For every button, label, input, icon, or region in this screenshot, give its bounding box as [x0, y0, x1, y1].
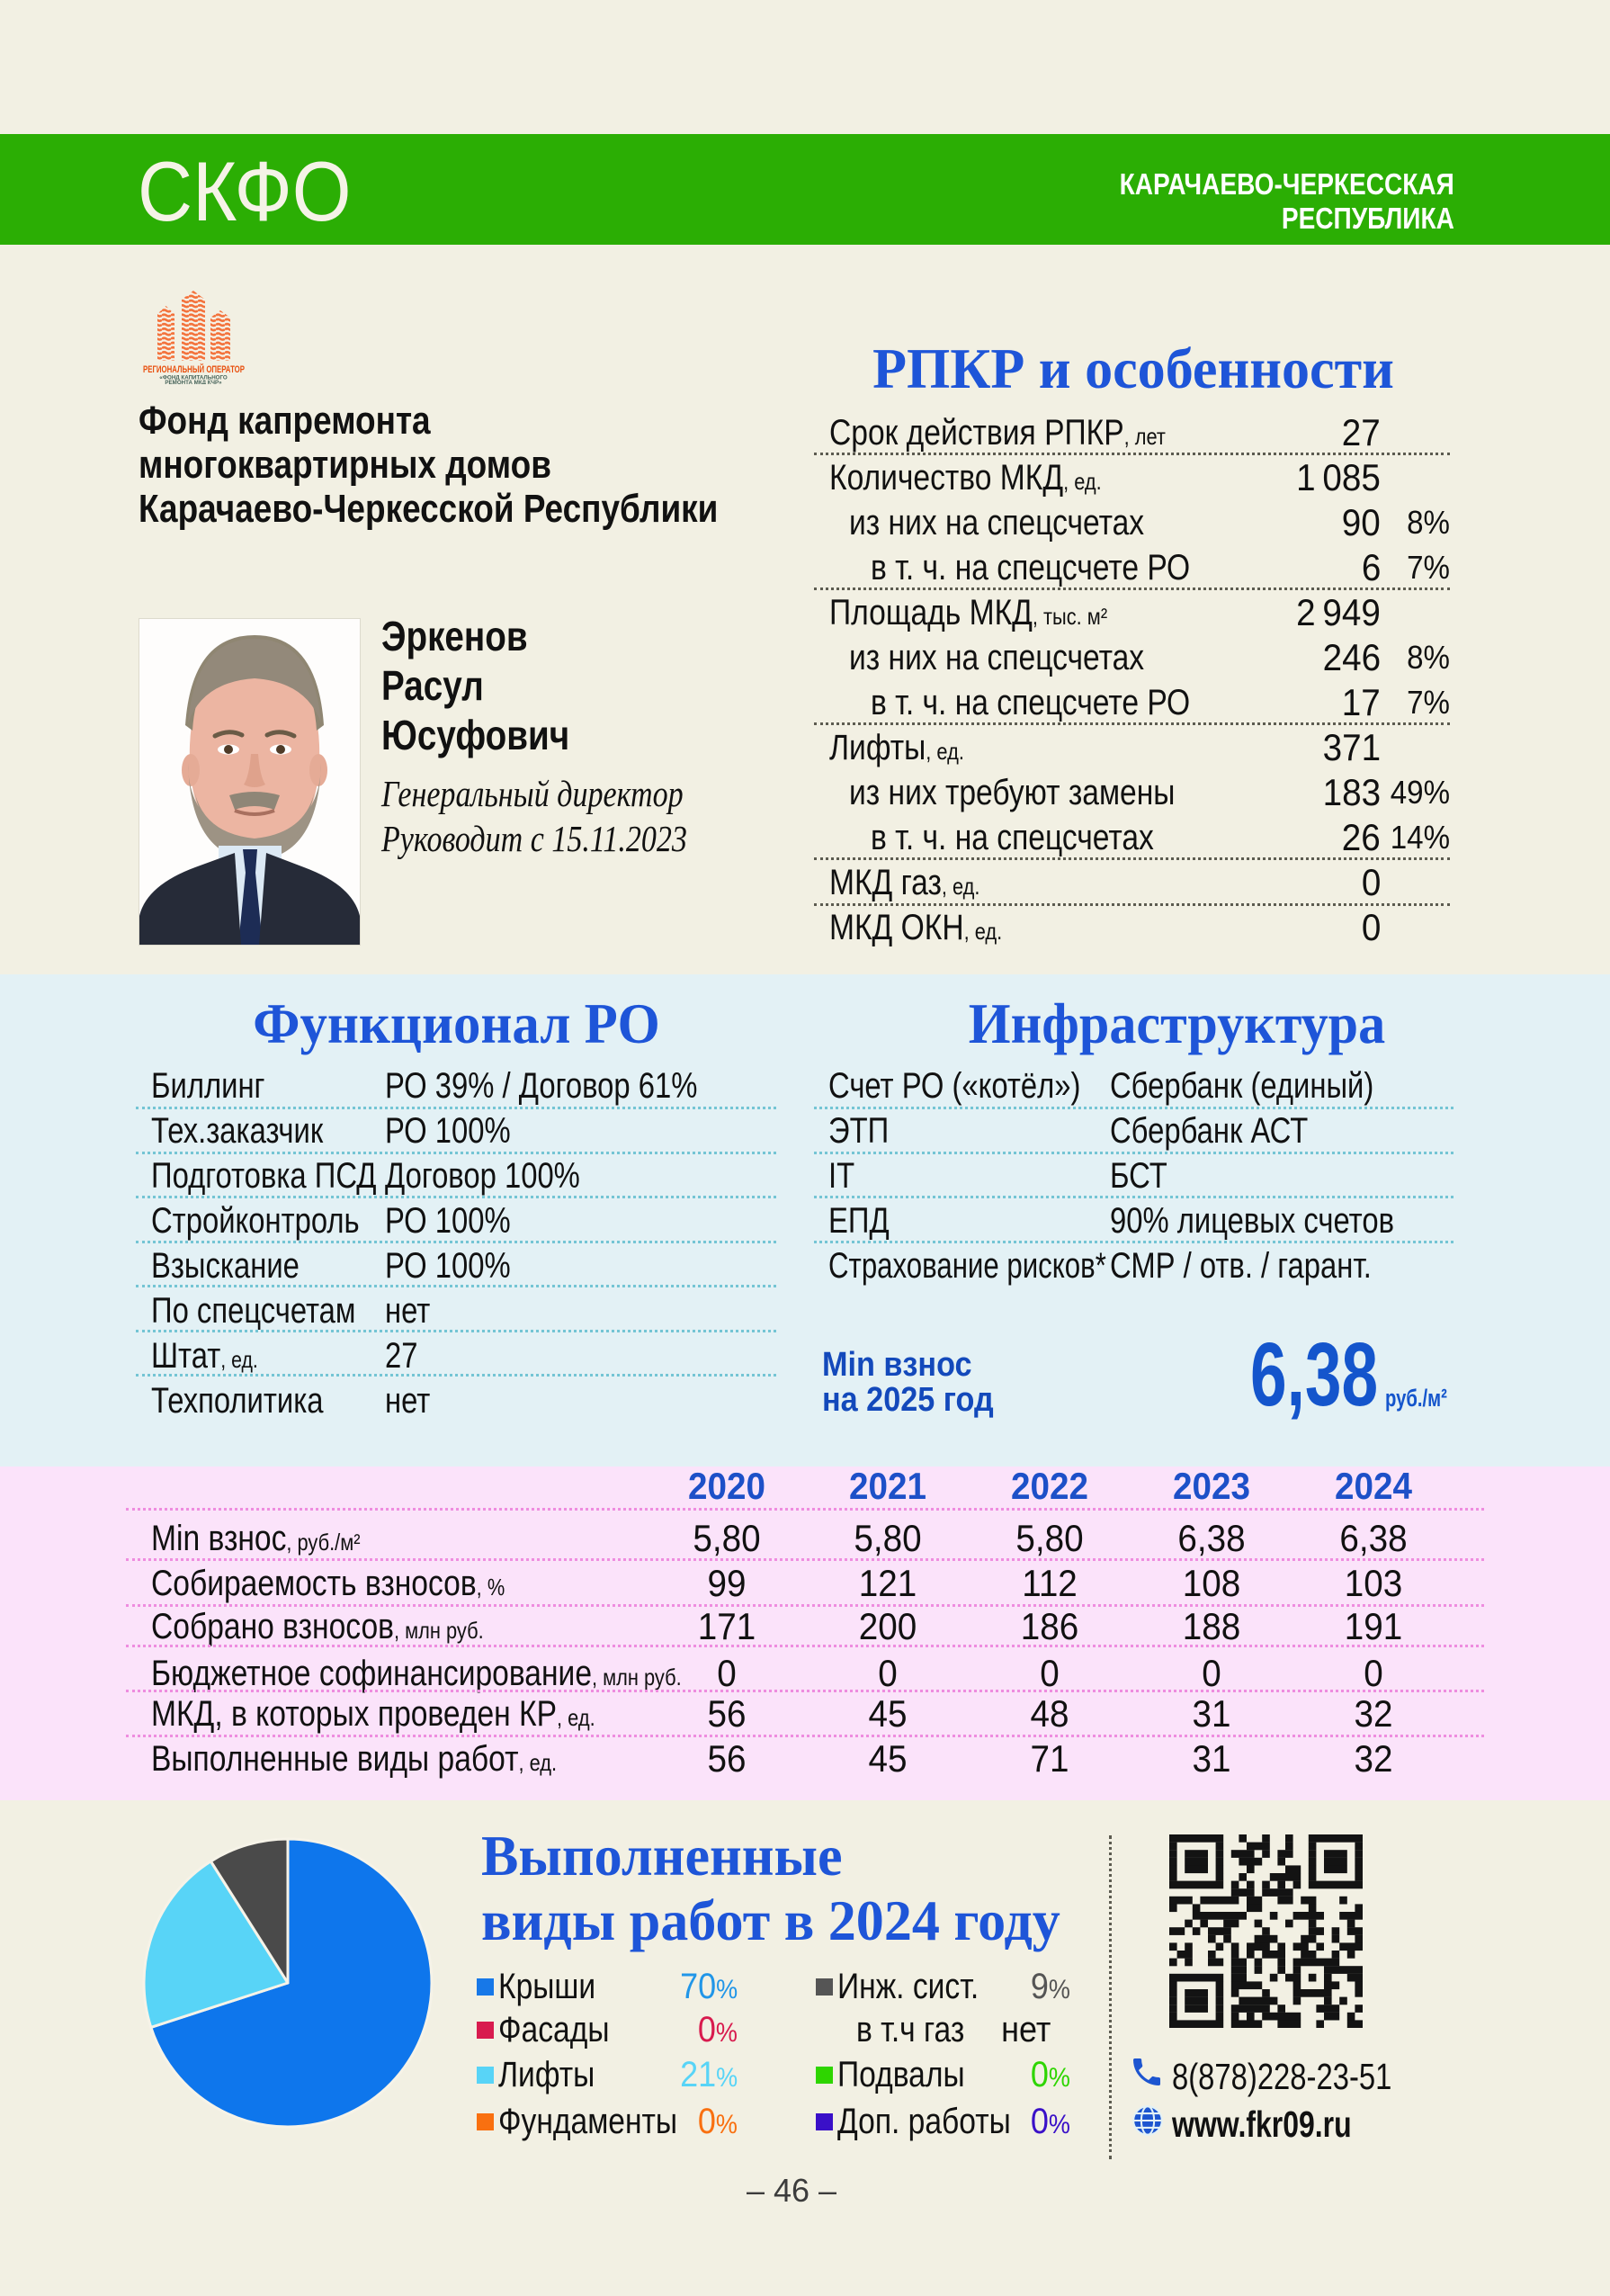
svg-text:«ФОНД КАПИТАЛЬНОГО: «ФОНД КАПИТАЛЬНОГО	[159, 375, 228, 381]
svg-text:РЕМОНТА МКД КЧР»: РЕМОНТА МКД КЧР»	[165, 380, 222, 384]
svg-text:РЕГИОНАЛЬНЫЙ ОПЕРАТОР: РЕГИОНАЛЬНЫЙ ОПЕРАТОР	[143, 363, 245, 375]
